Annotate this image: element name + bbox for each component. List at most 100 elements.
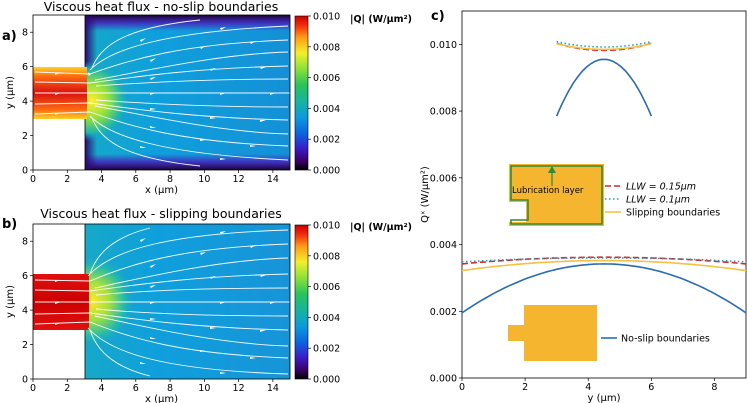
x-tick-label: 4 [99,174,105,185]
y-tick-label: 4 [22,306,28,317]
panel-c-legend-no-slip: No-slip boundaries [601,334,710,345]
x-axis-label: y (μm) [587,393,620,403]
y-tick-label: 6 [22,271,28,282]
x-tick-label: 2 [64,383,70,394]
y-tick-label: 4 [22,97,28,108]
panel-b-label: b) [2,217,17,232]
panel-a: a) Viscous heat flux - no-slip boundarie… [2,0,412,196]
panel-b-colorbar-label: |Q| (W/μm²) [350,222,412,233]
colorbar-tick-label: 0.006 [313,282,340,293]
y-tick-label: 0.002 [430,307,457,318]
colorbar-tick-label: 0.008 [313,42,340,53]
x-tick-label: 2 [522,382,528,393]
y-axis-label: y (μm) [5,285,16,318]
panel-b: b) Viscous heat flux - slipping boundari… [2,206,412,403]
x-tick-label: 10 [198,174,210,185]
y-tick-label: 2 [22,340,28,351]
no-slip-schematic [508,305,597,361]
x-tick-label: 10 [198,383,210,394]
series-slipping-boundaries-line [461,259,747,272]
panel-b-colorbar [294,224,309,380]
panel-a-plot [33,15,290,170]
colorbar-tick-label: 0.004 [313,104,340,115]
x-tick-label: 6 [648,382,654,393]
x-tick-label: 0 [30,383,36,394]
panel-a-frame [32,14,291,171]
y-tick-label: 0 [22,375,28,386]
panel-b-streamlines [34,227,290,377]
legend-label: Slipping boundaries [626,208,720,219]
panel-c: c) 0 2 4 6 8 0.000 0.002 0.004 0.006 0.008 0.010 y … [420,9,747,403]
x-axis-label: x (μm) [145,394,178,403]
x-tick-label: 6 [133,174,139,185]
y-tick-label: 0.008 [430,107,457,118]
x-tick-label: 8 [167,383,173,394]
legend-label: No-slip boundaries [621,334,710,345]
panel-c-series [461,40,747,314]
lubrication-arrow-head [548,166,556,173]
legend-label: LLW = 0.15μm [626,182,696,193]
no-slip-shape [508,305,597,361]
colorbar-tick-label: 0.000 [313,166,340,177]
panel-a-label: a) [2,29,17,44]
colorbar-tick-label: 0.010 [313,12,340,23]
panel-a-solid-bottom [33,119,85,170]
panel-b-plot [33,224,290,379]
panel-b-title: Viscous heat flux - slipping boundaries [40,206,281,221]
y-tick-label: 2 [22,131,28,142]
x-tick-label: 2 [64,174,70,185]
colorbar-tick-label: 0.010 [313,221,340,232]
y-tick-label: 0 [22,166,28,177]
x-tick-label: 8 [167,174,173,185]
panel-b-frame [32,223,291,380]
colorbar-tick-label: 0.006 [313,73,340,84]
panel-b-solid-top [33,224,85,274]
inset-series-llw-0-15-m-line [556,42,652,52]
panel-b-arrows [55,231,276,374]
panel-a-arrows [55,27,276,160]
series-llw-0-1-m-line [461,257,747,263]
panel-a-wall-bottom [85,154,290,170]
panel-a-colorbar [294,15,309,171]
series-no-slip-boundaries-line [461,263,747,314]
y-tick-label: 0.006 [430,173,457,184]
x-tick-label: 8 [711,382,717,393]
lubrication-schematic: Lubrication layer [509,164,604,226]
x-tick-label: 14 [267,174,279,185]
inset-series-slipping-boundaries-line [556,42,652,51]
panel-a-colorbar-ticks: 0.000 0.002 0.004 0.006 0.008 0.010 [308,12,340,177]
panel-c-label: c) [431,9,445,24]
y-tick-label: 6 [22,62,28,73]
colorbar-tick-label: 0.002 [313,135,340,146]
panel-a-solid-top [33,15,85,67]
y-axis-label: Qˣ (W/μm²) [420,166,431,223]
x-tick-label: 12 [233,383,245,394]
y-tick-label: 0.004 [430,240,457,251]
y-tick-label: 8 [22,237,28,248]
x-tick-label: 0 [459,382,465,393]
x-tick-label: 0 [30,174,36,185]
y-tick-label: 8 [22,28,28,39]
colorbar-tick-label: 0.000 [313,375,340,386]
lubrication-layer-line [510,165,603,225]
y-tick-label: 0.000 [430,374,457,385]
panel-a-colorbar-label: |Q| (W/μm²) [350,14,412,25]
lubrication-label: Lubrication layer [512,186,584,196]
colorbar-tick-label: 0.002 [313,344,340,355]
lubrication-outline [509,164,604,226]
colorbar-tick-label: 0.004 [313,313,340,324]
panel-c-legend: LLW = 0.15μm LLW = 0.1μm Slipping boundari… [605,182,720,219]
inset-series-no-slip-boundaries-line [555,58,653,117]
panel-a-wall-top [85,15,290,31]
panel-a-title: Viscous heat flux - no-slip boundaries [44,0,279,14]
colorbar-tick-label: 0.008 [313,251,340,262]
panel-c-axes: 0 2 4 6 8 0.000 0.002 0.004 0.006 0.008 0.010 y (μm… [420,40,717,403]
y-tick-label: 0.010 [430,40,457,51]
panel-a-streamlines [34,19,290,167]
panel-b-solid-bottom [33,330,85,379]
panel-b-colorbar-ticks: 0.000 0.002 0.004 0.006 0.008 0.010 [308,221,340,386]
x-tick-label: 4 [585,382,591,393]
x-tick-label: 6 [133,383,139,394]
